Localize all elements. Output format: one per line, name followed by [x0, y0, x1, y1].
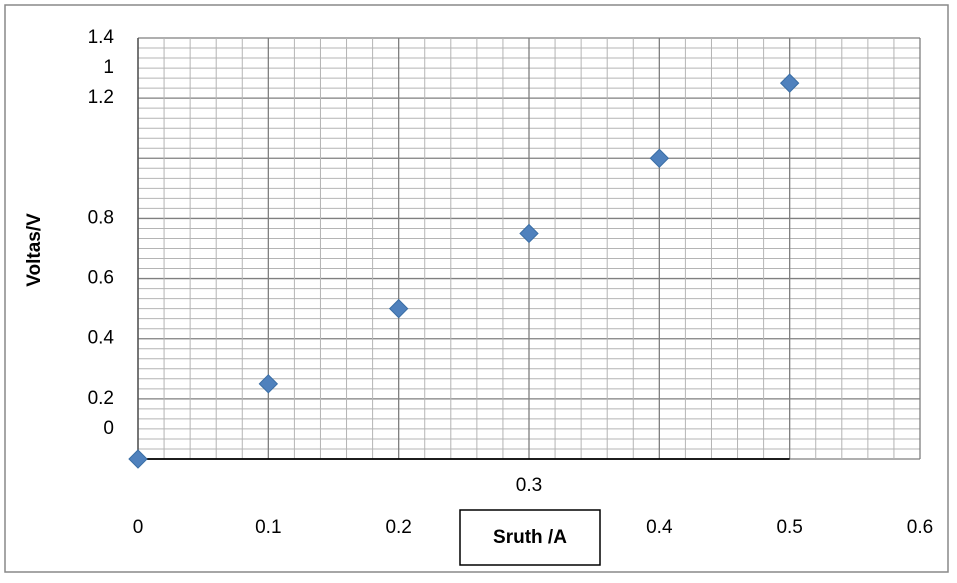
x-title-box — [459, 509, 601, 566]
x-axis-title: Sruth /A — [493, 527, 567, 548]
data-point — [258, 374, 279, 394]
y-tick-label: 0.8 — [88, 207, 114, 228]
x-tick-label: 0.5 — [776, 517, 802, 538]
data-point — [388, 298, 409, 319]
x-tick-label: 0.3 — [516, 475, 542, 496]
y-tick-label: 0.2 — [88, 388, 114, 409]
y-tick-label: 0.6 — [88, 268, 114, 289]
x-tick-label: 0.6 — [907, 517, 933, 538]
data-point — [519, 223, 539, 244]
data-point — [779, 73, 800, 93]
x-tick-label: 0 — [133, 517, 144, 538]
x-tick-label: 0.1 — [255, 517, 281, 538]
y-tick-label: 1.2 — [88, 87, 114, 108]
y-tick-label: 1 — [103, 57, 114, 78]
y-axis-title: Voltas/V — [24, 213, 45, 287]
y-tick-label: 0.4 — [88, 328, 115, 349]
y-tick-label: 0 — [103, 418, 114, 439]
y-tick-label: 1.4 — [88, 27, 115, 48]
x-tick-label: 0.4 — [646, 517, 673, 538]
data-point — [649, 148, 670, 168]
data-point — [128, 449, 148, 469]
x-tick-label: 0.2 — [385, 517, 411, 538]
